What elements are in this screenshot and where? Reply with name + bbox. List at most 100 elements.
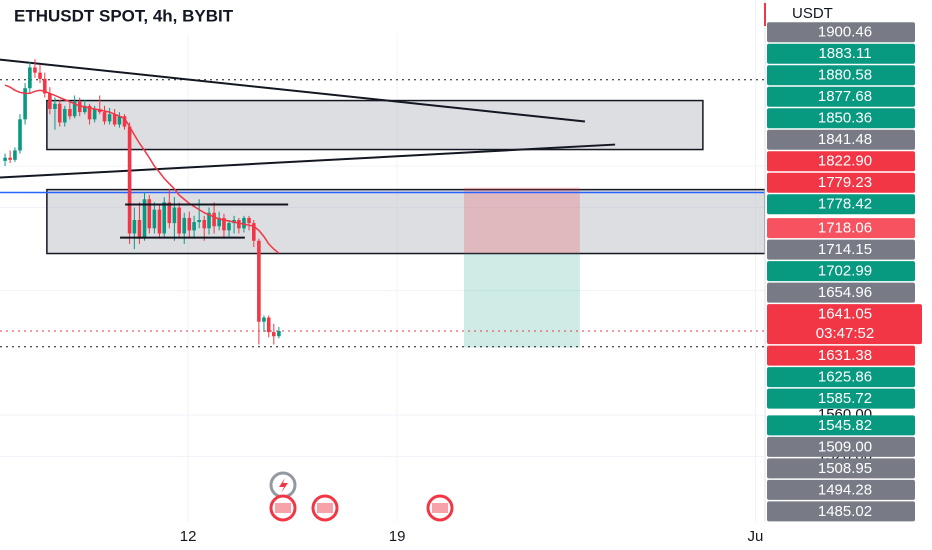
price-tag-label: 1718.06 (818, 220, 872, 237)
price-tag (767, 86, 915, 107)
candle-body (3, 157, 7, 161)
candle-body (77, 101, 82, 113)
chart-title: ETHUSDT SPOT, 4h, BYBIT (14, 6, 234, 25)
candle-body (177, 207, 181, 234)
price-tag-label: 1880.58 (818, 67, 872, 84)
price-tag-label: 1508.95 (818, 460, 872, 477)
candle-body (147, 199, 152, 229)
price-tag-label: 1822.90 (818, 153, 872, 170)
candle-body (142, 199, 147, 239)
price-tag-label: 1779.23 (818, 174, 872, 191)
price-tag-label: 1509.00 (818, 438, 872, 455)
candle-body (272, 332, 276, 337)
price-tag (767, 261, 915, 282)
price-tag (767, 436, 915, 457)
candle-body (137, 220, 142, 239)
event-flag (432, 503, 448, 513)
price-tag-label: 1841.48 (818, 131, 872, 148)
price-tag (767, 151, 915, 172)
candle-body (13, 150, 17, 160)
title-backdrop (0, 0, 400, 34)
candle-body (222, 217, 226, 231)
candle-body (167, 202, 172, 224)
trendline (0, 143, 616, 179)
candle-body (212, 212, 216, 227)
candle-body (157, 209, 162, 234)
event-icon-glyph (279, 478, 288, 493)
x-tick-label: 19 (389, 528, 406, 545)
price-tag (767, 172, 915, 193)
candle-body (242, 217, 246, 229)
price-tag-label: 1654.96 (818, 284, 872, 301)
candle-body (117, 116, 122, 125)
candle-body (48, 93, 52, 109)
price-tag (767, 282, 915, 303)
price-tag (767, 367, 915, 388)
trendline (0, 58, 586, 123)
price-tag (767, 345, 915, 366)
candle-body (262, 317, 266, 322)
price-tag (767, 458, 915, 479)
candle-body (257, 240, 261, 322)
candle-body (72, 101, 77, 117)
price-tag-label: 1545.82 (818, 417, 872, 434)
price-tag-label: 1877.68 (818, 88, 872, 105)
candle-body (38, 72, 42, 79)
price-tag (767, 415, 915, 436)
price-tag (767, 501, 915, 522)
price-tag (767, 108, 915, 129)
price-tag-label: 1850.36 (818, 110, 872, 127)
candle-body (87, 105, 92, 120)
event-flag (317, 503, 333, 513)
candle-body (162, 202, 167, 234)
event-flag (275, 503, 291, 513)
candle-body (217, 217, 221, 227)
target-zone (464, 253, 580, 348)
price-tag-label: 1702.99 (818, 263, 872, 280)
price-tag (767, 479, 915, 500)
x-tick-label: Ju (748, 528, 764, 545)
price-tag (767, 22, 915, 43)
candle-body (107, 114, 112, 122)
candle-body (182, 217, 187, 234)
zone (46, 188, 765, 255)
stop-zone (464, 187, 580, 254)
candle-body (112, 114, 117, 125)
candle-body (277, 330, 281, 337)
candle-body (8, 157, 12, 160)
price-tag (767, 43, 915, 64)
price-tag-label: 1585.72 (818, 390, 872, 407)
candle-body (102, 112, 107, 122)
price-tag (767, 304, 922, 345)
countdown-label: 03:47:52 (816, 325, 874, 342)
price-tag-label: 1778.42 (818, 196, 872, 213)
price-tag (767, 129, 915, 150)
candle-body (132, 220, 137, 234)
candle-body (83, 105, 87, 113)
price-tag-label: 1485.02 (818, 503, 872, 520)
price-tag (767, 194, 915, 215)
candle-body (197, 220, 201, 223)
price-tag-label: 1900.46 (818, 24, 872, 41)
candle-body (68, 108, 72, 117)
moving-average (4, 84, 280, 254)
candle-body (237, 220, 241, 229)
candle-body (42, 78, 47, 94)
candle-body (127, 126, 132, 234)
candle-body (53, 103, 57, 109)
axis-unit: USDT (792, 5, 833, 22)
candle-body (207, 212, 211, 229)
price-axis: 1800.001760.001680.001560.001520.001900.… (767, 22, 922, 522)
candle-body (23, 88, 27, 120)
price-tag (767, 388, 915, 409)
candle-body (28, 67, 32, 89)
price-tag-label: 1625.86 (818, 369, 872, 386)
candle-body (252, 223, 256, 241)
candle-body (266, 317, 271, 333)
candle-body (122, 116, 127, 127)
candle-body (227, 223, 231, 231)
candle-body (62, 108, 67, 123)
candle-body (33, 67, 37, 73)
candle-body (187, 217, 192, 231)
candle-body (57, 103, 62, 123)
